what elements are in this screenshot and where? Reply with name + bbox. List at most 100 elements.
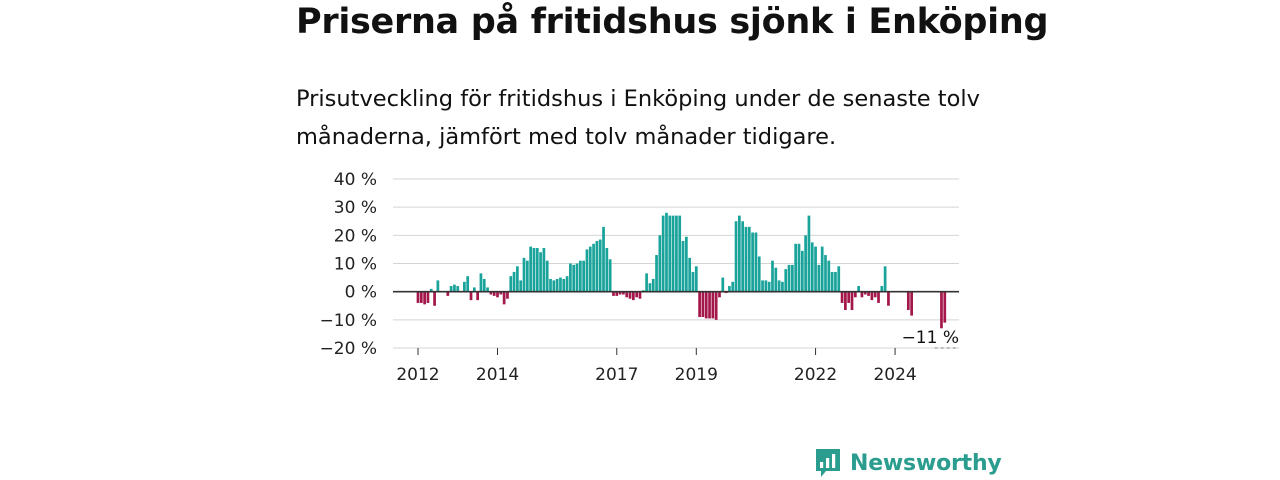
bar	[794, 243, 798, 292]
bar	[943, 291, 947, 323]
bar	[688, 257, 692, 292]
bar	[423, 291, 426, 305]
axes	[393, 290, 959, 355]
bar	[446, 291, 450, 296]
bar	[824, 255, 827, 292]
bar	[602, 226, 605, 292]
bar	[545, 260, 549, 292]
bar	[525, 260, 529, 292]
bar	[847, 291, 851, 303]
bar	[532, 248, 536, 292]
bar	[565, 276, 569, 292]
bar	[549, 278, 552, 292]
bar	[777, 280, 781, 292]
bar	[860, 291, 864, 298]
bar	[466, 276, 470, 292]
bars	[416, 212, 947, 329]
bar	[701, 291, 705, 318]
bar	[800, 250, 804, 292]
bar	[721, 277, 725, 292]
bar	[436, 280, 440, 292]
bar	[542, 248, 546, 292]
bar	[622, 291, 625, 295]
bar	[562, 278, 566, 292]
bar	[767, 281, 771, 292]
bar	[489, 291, 493, 295]
bar	[853, 291, 857, 298]
bar	[910, 291, 913, 316]
bar	[761, 280, 764, 292]
bar	[817, 264, 821, 292]
bar	[416, 291, 420, 303]
bar	[830, 271, 834, 292]
bar	[429, 288, 433, 292]
bar	[453, 284, 456, 292]
bar	[754, 232, 758, 292]
bar	[940, 291, 943, 329]
bar	[751, 232, 754, 292]
brand-name: Newsworthy	[850, 450, 1002, 476]
bar	[463, 281, 466, 292]
chart-title: Priserna på fritidshus sjönk i Enköping	[296, 2, 1049, 42]
bar	[578, 260, 582, 292]
bar	[512, 271, 516, 292]
bar	[863, 291, 867, 295]
brand-logo: Newsworthy	[814, 446, 1002, 480]
x-tick-label: 2019	[675, 365, 718, 385]
y-tick-label: 40 %	[334, 170, 377, 190]
bar	[708, 291, 711, 319]
bar	[814, 246, 817, 292]
bar	[827, 260, 831, 292]
bar	[771, 260, 774, 292]
bar	[711, 291, 715, 319]
x-tick-label: 2022	[794, 365, 837, 385]
bar	[880, 286, 884, 292]
bar	[648, 283, 652, 292]
bar	[506, 291, 509, 299]
bar	[678, 215, 682, 292]
bar	[605, 248, 609, 292]
y-tick-label: −20 %	[320, 339, 377, 359]
bar	[618, 291, 622, 295]
bar	[555, 278, 559, 292]
y-tick-label: 10 %	[334, 255, 377, 275]
bar	[655, 255, 658, 292]
bar	[704, 291, 708, 319]
bar	[426, 291, 430, 303]
bar	[539, 252, 542, 292]
bar	[645, 273, 648, 292]
bar	[857, 286, 860, 292]
bar	[665, 212, 668, 292]
bar	[834, 271, 837, 292]
bar	[509, 276, 513, 292]
bar	[486, 287, 489, 292]
bar	[516, 266, 519, 292]
bar	[628, 291, 632, 299]
bar	[595, 240, 599, 292]
bar	[582, 260, 586, 292]
bar	[873, 291, 877, 298]
bar	[791, 264, 794, 292]
bar	[714, 291, 718, 320]
bar	[867, 291, 870, 296]
x-tick-label: 2024	[873, 365, 916, 385]
bar	[449, 286, 453, 292]
bar	[419, 291, 423, 303]
bar	[612, 291, 615, 296]
bar	[625, 291, 629, 298]
x-tick-label: 2012	[396, 365, 439, 385]
bar	[668, 215, 672, 292]
bar	[807, 215, 811, 292]
bar	[651, 278, 655, 292]
bar	[615, 291, 619, 296]
bar	[476, 291, 479, 301]
bar	[519, 280, 523, 292]
bar	[877, 291, 880, 303]
bar	[559, 277, 562, 292]
bar	[585, 249, 589, 292]
tick-labels: 40 % 30 % 20 % 10 % 0 % −10 % −20 % 2012 2014 201…	[320, 170, 959, 385]
annotation-label: −11 %	[902, 328, 959, 348]
bar	[472, 287, 476, 292]
bar	[837, 266, 841, 292]
bar	[850, 291, 854, 310]
